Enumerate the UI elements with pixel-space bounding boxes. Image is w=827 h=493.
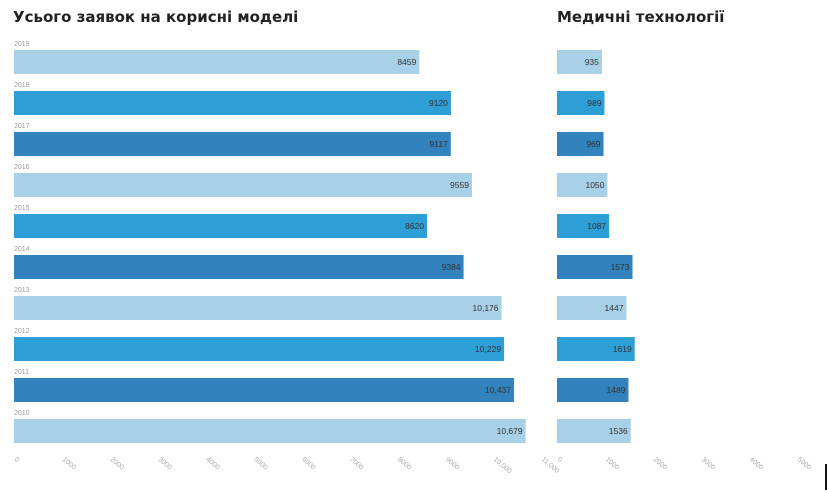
value-label: 1489 (607, 385, 626, 395)
x-tick-label: 9000 (444, 456, 461, 471)
chart-title-total: Усього заявок на корисні моделі (13, 8, 298, 26)
value-label: 8459 (397, 57, 416, 67)
value-label: 1619 (613, 344, 632, 354)
value-label: 1447 (605, 303, 624, 313)
year-label: 2014 (14, 246, 30, 253)
year-label: 2018 (14, 82, 30, 89)
x-tick-label: 3000 (700, 456, 717, 471)
x-tick-label: 7000 (348, 456, 365, 471)
bar (14, 337, 505, 361)
year-label: 2017 (14, 123, 30, 130)
value-label: 9384 (442, 262, 461, 272)
bar (557, 255, 633, 279)
x-tick-label: 2000 (652, 456, 669, 471)
bar (557, 50, 602, 74)
year-label: 2011 (14, 369, 29, 376)
bar (14, 419, 526, 443)
x-tick-label: 10,000 (492, 456, 513, 475)
year-label: 2013 (14, 287, 30, 294)
panel-total-applications: 2019 8459 2018 9120 2017 9117 2016 9559 2015 8620… (13, 41, 561, 475)
year-label: 2010 (14, 410, 30, 417)
x-tick-label: 3000 (156, 456, 173, 471)
value-label: 1087 (587, 221, 606, 231)
bar (14, 378, 515, 402)
bar (557, 419, 631, 443)
value-label: 9117 (430, 139, 449, 149)
value-label: 1050 (585, 180, 604, 190)
x-tick-label: 5000 (796, 456, 813, 471)
bar (557, 214, 610, 238)
value-label: 969 (586, 139, 600, 149)
value-label: 10,679 (497, 426, 523, 436)
year-label: 2016 (14, 164, 30, 171)
x-tick-label: 4000 (748, 456, 765, 471)
bar (14, 296, 502, 320)
x-tick-label: 0 (13, 456, 21, 464)
year-label: 2015 (14, 205, 30, 212)
bar (557, 91, 605, 115)
x-tick-label: 8000 (396, 456, 413, 471)
value-label: 8620 (405, 221, 424, 231)
bar (14, 214, 427, 238)
value-label: 1573 (611, 262, 630, 272)
value-label: 935 (585, 57, 599, 67)
x-tick-label: 1000 (604, 456, 621, 471)
value-label: 10,176 (473, 303, 499, 313)
value-label: 989 (587, 98, 601, 108)
bar (14, 255, 464, 279)
value-label: 9559 (450, 180, 469, 190)
bar (14, 132, 451, 156)
bar (14, 91, 451, 115)
x-tick-label: 1000 (61, 456, 78, 471)
bar (557, 296, 627, 320)
value-label: 1536 (609, 426, 628, 436)
bar (557, 173, 608, 197)
bar (557, 132, 604, 156)
year-label: 2012 (14, 328, 30, 335)
year-label: 2019 (14, 41, 30, 48)
chart-title-medical: Медичні технології (557, 8, 724, 26)
value-label: 9120 (429, 98, 448, 108)
value-label: 10,229 (475, 344, 501, 354)
x-tick-label: 2000 (109, 456, 126, 471)
x-tick-label: 6000 (300, 456, 317, 471)
x-tick-label: 0 (556, 456, 564, 464)
value-label: 10,437 (485, 385, 511, 395)
text-cursor (825, 464, 827, 490)
bar (14, 50, 420, 74)
x-tick-label: 5000 (252, 456, 269, 471)
bar (557, 378, 629, 402)
x-tick-label: 4000 (204, 456, 221, 471)
bar (557, 337, 635, 361)
bar (14, 173, 472, 197)
panel-medical-technologies: 935 989 969 1050 1087 1573 1447 1619 1489 1536 0 10… (556, 50, 813, 472)
